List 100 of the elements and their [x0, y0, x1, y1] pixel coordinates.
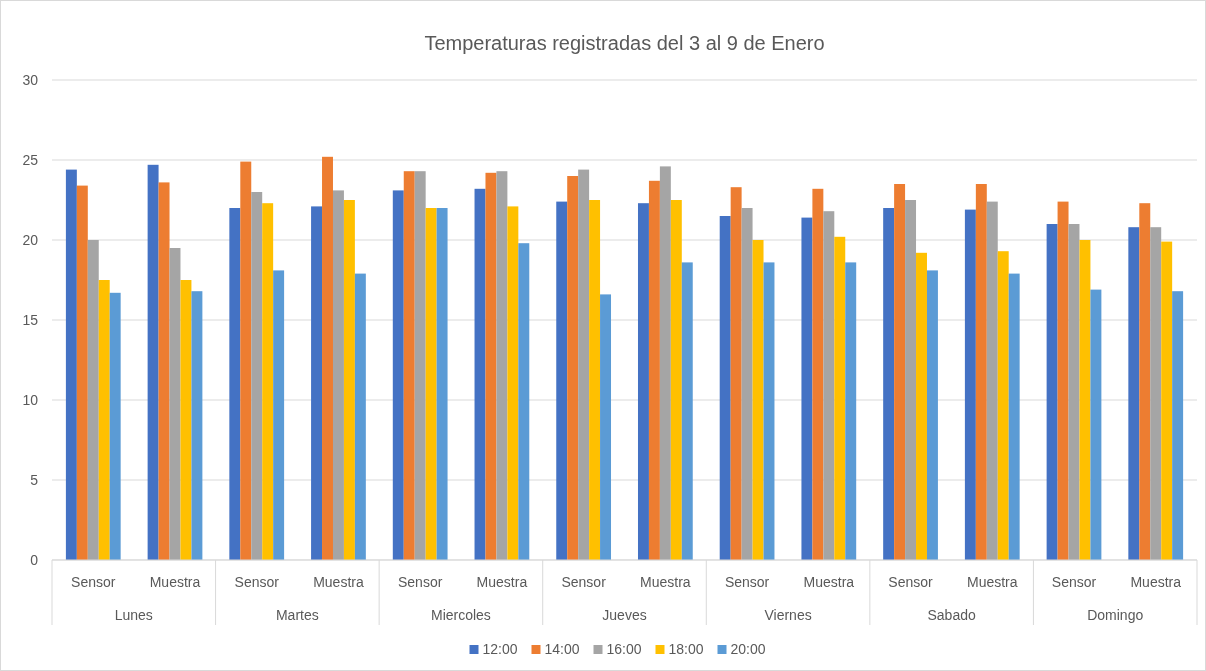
bar	[578, 169, 590, 560]
y-tick-label: 10	[22, 392, 39, 408]
bar	[1046, 224, 1058, 560]
y-tick-label: 30	[22, 72, 39, 88]
bar	[425, 208, 437, 560]
bar	[834, 236, 846, 560]
bar	[1139, 203, 1151, 560]
bar	[1090, 289, 1102, 560]
bar	[343, 200, 355, 560]
bar	[322, 156, 333, 560]
x-tick-label: Sensor	[561, 574, 607, 590]
y-tick-label: 0	[30, 552, 39, 568]
bar	[845, 262, 857, 560]
bar	[719, 216, 731, 560]
bar	[926, 270, 938, 560]
bar	[262, 203, 274, 560]
bar	[240, 161, 252, 560]
bar	[681, 262, 693, 560]
x-tick-label: Muestra	[1130, 574, 1182, 590]
y-tick-label: 5	[30, 472, 39, 488]
bar	[414, 171, 426, 560]
x-tick-label: Sensor	[888, 574, 934, 590]
y-tick-label: 15	[22, 312, 39, 328]
bar	[158, 182, 170, 560]
x-tick-label: Muestra	[313, 574, 364, 590]
bar	[637, 203, 649, 560]
text: Domingo	[1087, 607, 1144, 623]
bar	[916, 252, 927, 560]
bar	[76, 185, 88, 560]
y-tick-label: 20	[22, 232, 39, 248]
text: Viernes	[764, 607, 812, 623]
bar	[589, 200, 601, 560]
bar	[670, 200, 682, 560]
bar	[1172, 291, 1184, 560]
bar	[392, 190, 404, 560]
bar	[659, 166, 671, 560]
bar	[556, 201, 568, 560]
bar	[65, 169, 77, 560]
bar	[98, 280, 110, 560]
bar	[251, 192, 263, 560]
text: Miercoles	[430, 607, 491, 623]
chart-title: Temperaturas registradas del 3 al 9 de Enero	[424, 32, 825, 54]
bar	[1161, 241, 1173, 560]
bar	[600, 294, 612, 560]
x-tick-label: Muestra	[640, 574, 691, 590]
x-tick-label: Muestra	[476, 574, 528, 590]
x-tick-label: Sensor	[1051, 574, 1097, 590]
bar	[436, 208, 448, 560]
bar	[812, 188, 824, 560]
x-tick-label: Muestra	[149, 574, 201, 590]
bar	[229, 208, 241, 560]
bar	[730, 187, 742, 560]
bar	[801, 217, 813, 560]
legend-label: 18:00	[668, 641, 704, 657]
bar	[332, 190, 344, 560]
bar	[648, 180, 660, 560]
text: Lunes	[114, 607, 153, 623]
bar	[1079, 240, 1091, 560]
bar	[964, 209, 976, 560]
bar	[507, 206, 519, 560]
bar	[1068, 224, 1080, 560]
bar	[180, 280, 192, 560]
text: Martes	[275, 607, 319, 623]
bar	[354, 273, 366, 560]
bar	[311, 206, 323, 560]
bar	[403, 171, 415, 560]
bar	[883, 208, 895, 560]
bar	[496, 171, 508, 560]
bar	[485, 172, 497, 560]
bar	[1150, 227, 1162, 560]
x-tick-label: Sensor	[71, 574, 116, 590]
bar	[986, 201, 998, 560]
bar	[109, 292, 121, 560]
bar	[905, 200, 917, 560]
bar	[87, 240, 99, 560]
bar	[1008, 273, 1020, 560]
legend-label: 12:00	[482, 641, 518, 657]
bar	[518, 243, 530, 560]
bar	[741, 208, 753, 560]
bar	[1128, 227, 1140, 560]
bar	[474, 188, 486, 560]
y-tick-label: 25	[22, 152, 39, 168]
x-tick-label: Muestra	[966, 574, 1018, 590]
bar	[975, 184, 987, 560]
bar	[191, 291, 203, 560]
bar	[763, 262, 775, 560]
bar	[752, 240, 764, 560]
bar	[997, 251, 1009, 560]
x-tick-label: Sensor	[234, 574, 280, 590]
bar	[823, 211, 835, 560]
legend-label: 20:00	[730, 641, 766, 657]
text: Sabado	[927, 607, 976, 623]
bar	[894, 184, 906, 560]
legend-label: 16:00	[606, 641, 642, 657]
x-tick-label: Sensor	[398, 574, 443, 590]
bar	[1057, 201, 1069, 560]
legend-label: 14:00	[544, 641, 580, 657]
text: Jueves	[602, 607, 647, 623]
bar	[273, 270, 285, 560]
x-tick-label: Sensor	[724, 574, 770, 590]
